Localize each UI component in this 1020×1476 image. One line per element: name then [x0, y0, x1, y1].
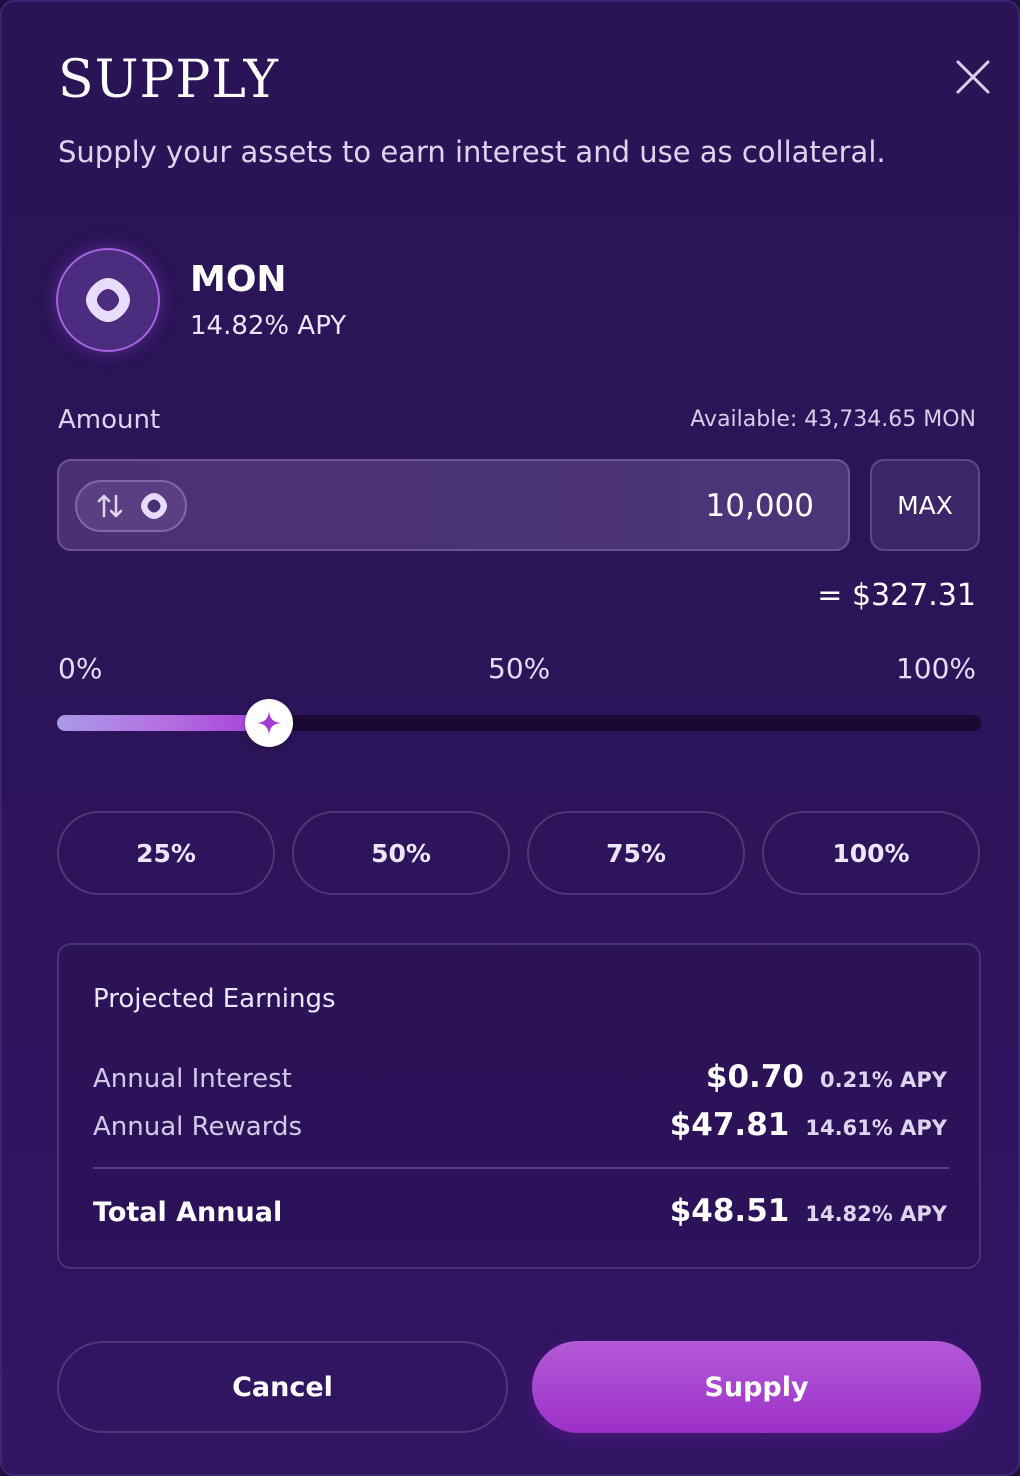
annual-interest-values: $0.70 0.21% APY: [706, 1059, 947, 1095]
quick-50-button[interactable]: 50%: [292, 811, 510, 895]
total-annual-label: Total Annual: [93, 1197, 283, 1228]
annual-rewards-apy: 14.61% APY: [805, 1116, 947, 1140]
slider-fill: [57, 715, 273, 731]
supply-button[interactable]: Supply: [532, 1341, 981, 1433]
annual-interest-amount: $0.70: [705, 1059, 804, 1095]
total-annual-apy: 14.82% APY: [805, 1202, 947, 1226]
earnings-title: Projected Earnings: [93, 984, 336, 1014]
asset-apy: 14.82% APY: [190, 311, 347, 341]
earnings-divider: [93, 1167, 949, 1169]
annual-interest-label: Annual Interest: [93, 1064, 292, 1094]
slider-tick-50: 50%: [488, 652, 551, 685]
slider-tick-0: 0%: [58, 652, 103, 685]
usd-value: = $327.31: [817, 578, 976, 613]
quick-25-button[interactable]: 25%: [57, 811, 275, 895]
mon-token-icon: [141, 493, 167, 519]
amount-input-container: [57, 459, 850, 551]
asset-name: MON: [190, 259, 287, 300]
quick-100-button[interactable]: 100%: [762, 811, 980, 895]
close-icon: [956, 60, 990, 94]
annual-interest-apy: 0.21% APY: [819, 1068, 947, 1092]
slider-thumb[interactable]: [244, 699, 293, 747]
projected-earnings-panel: Projected Earnings Annual Interest $0.70…: [57, 943, 981, 1269]
total-annual-values: $48.51 14.82% APY: [670, 1193, 947, 1229]
annual-rewards-amount: $47.81: [669, 1107, 790, 1143]
total-annual-amount: $48.51: [669, 1193, 790, 1229]
amount-label: Amount: [58, 405, 161, 435]
amount-input[interactable]: [316, 479, 816, 533]
mon-token-icon: [86, 278, 130, 322]
available-balance: Available: 43,734.65 MON: [690, 407, 976, 432]
max-button[interactable]: MAX: [870, 459, 980, 551]
quick-75-button[interactable]: 75%: [527, 811, 745, 895]
modal-title: SUPPLY: [58, 50, 279, 110]
unit-toggle-button[interactable]: [75, 480, 187, 532]
asset-logo: [56, 248, 160, 352]
sparkle-icon: [256, 711, 281, 735]
amount-slider[interactable]: [57, 699, 981, 747]
slider-tick-100: 100%: [895, 652, 976, 685]
annual-rewards-label: Annual Rewards: [93, 1112, 303, 1142]
swap-arrows-icon: [97, 494, 123, 518]
cancel-button[interactable]: Cancel: [57, 1341, 508, 1433]
close-button[interactable]: [950, 54, 996, 100]
annual-rewards-values: $47.81 14.61% APY: [670, 1107, 947, 1143]
modal-subtitle: Supply your assets to earn interest and …: [58, 135, 886, 169]
